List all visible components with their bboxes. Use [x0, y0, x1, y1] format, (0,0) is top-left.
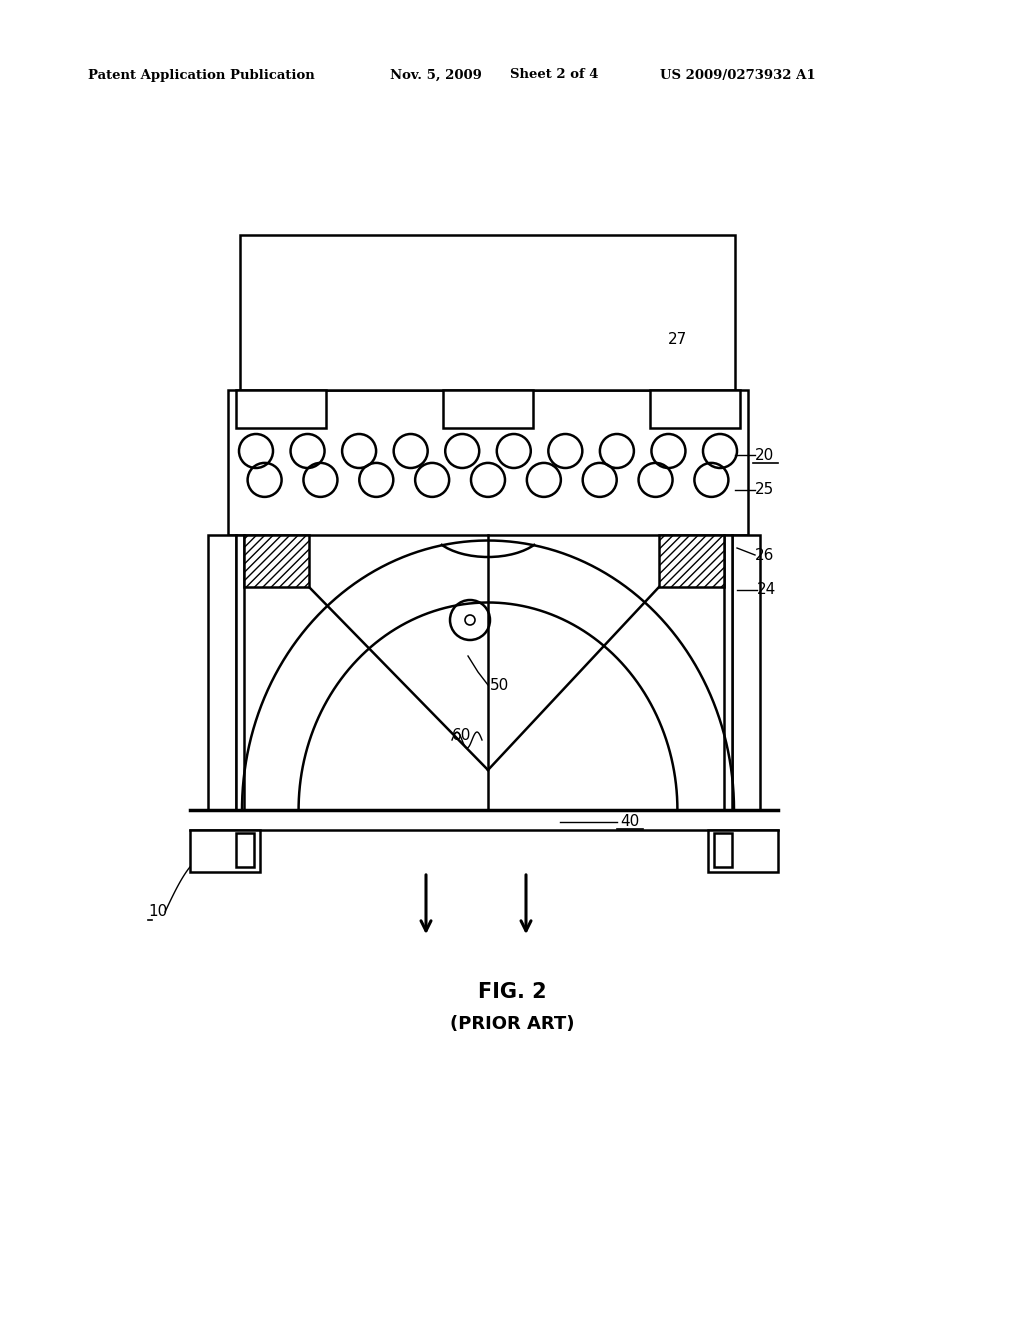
- Text: 50: 50: [490, 677, 509, 693]
- Text: 27: 27: [668, 333, 687, 347]
- Bar: [228, 389, 748, 535]
- Text: 20: 20: [755, 447, 774, 462]
- Text: 60: 60: [452, 727, 471, 742]
- Text: US 2009/0273932 A1: US 2009/0273932 A1: [660, 69, 816, 82]
- Bar: [236, 535, 244, 810]
- Text: Sheet 2 of 4: Sheet 2 of 4: [510, 69, 598, 82]
- Bar: [708, 830, 778, 873]
- Text: 10: 10: [148, 904, 167, 920]
- Bar: [236, 833, 254, 867]
- Text: 24: 24: [757, 582, 776, 598]
- Text: 26: 26: [755, 548, 774, 562]
- Bar: [236, 389, 326, 428]
- Bar: [714, 833, 732, 867]
- Text: 40: 40: [620, 814, 639, 829]
- Text: (PRIOR ART): (PRIOR ART): [450, 1015, 574, 1034]
- Bar: [244, 535, 309, 587]
- Bar: [443, 389, 534, 428]
- Text: Nov. 5, 2009: Nov. 5, 2009: [390, 69, 482, 82]
- Bar: [208, 535, 236, 810]
- Bar: [190, 830, 260, 873]
- Text: FIG. 2: FIG. 2: [477, 982, 547, 1002]
- Bar: [724, 535, 732, 810]
- Bar: [659, 535, 724, 587]
- Text: Patent Application Publication: Patent Application Publication: [88, 69, 314, 82]
- Bar: [650, 389, 740, 428]
- Bar: [732, 535, 760, 810]
- Bar: [240, 235, 735, 389]
- Text: 25: 25: [755, 483, 774, 498]
